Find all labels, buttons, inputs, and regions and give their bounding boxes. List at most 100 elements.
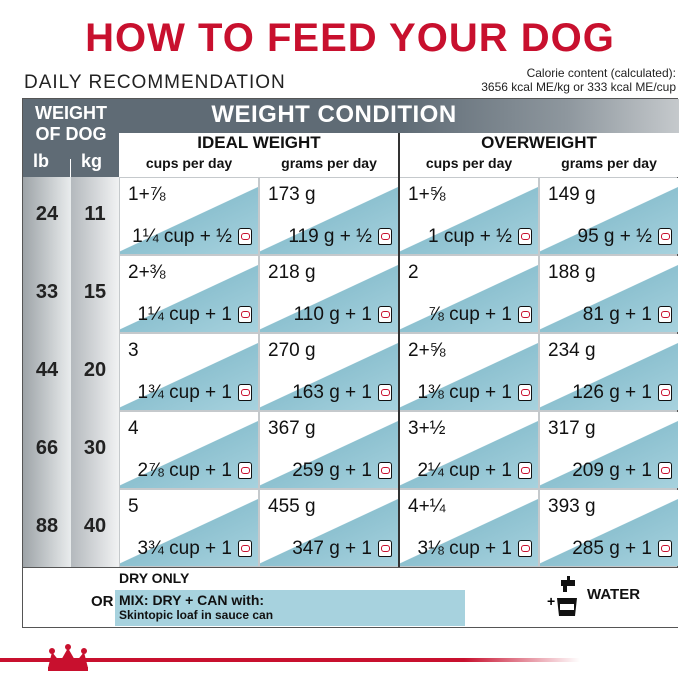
mix-amount: 1¾ cup + 1 [137,382,232,403]
weight-condition-header-bg [119,99,679,133]
feeding-cell: 218 g 110 g + 1 [260,256,398,332]
dry-only-amount: 4 [128,418,139,439]
water-label: WATER [587,586,641,603]
col-header-over-cups: cups per day [399,155,539,177]
mix-amount: 3⅛ cup + 1 [417,538,512,559]
mix-amount: 2⅞ cup + 1 [137,460,232,481]
feeding-cell: 4+¼ 3⅛ cup + 1 [400,490,538,566]
weight-lb-value: 44 [35,359,59,381]
dry-only-label: DRY ONLY [119,570,190,586]
col-header-over-grams: grams per day [539,155,679,177]
mix-amount: ⅞ cup + 1 [428,304,512,325]
dry-only-amount: 455 g [268,496,316,517]
weight-of-dog-header: WEIGHT OF DOG [23,99,119,177]
feeding-cell: 2+⅜ 1¼ cup + 1 [120,256,258,332]
mix-amount: 1¼ cup + ½ [132,226,232,247]
or-label: OR [91,593,114,610]
mix-amount: 126 g + 1 [572,382,652,403]
can-icon [378,384,392,401]
section-divider [398,133,400,567]
page-title: HOW TO FEED YOUR DOG [85,16,615,60]
can-icon [518,462,532,479]
mix-amount: 81 g + 1 [582,304,652,325]
weight-kg-value: 15 [83,281,107,303]
feeding-cell: 2+⅝ 1⅜ cup + 1 [400,334,538,410]
feeding-cell: 173 g 119 g + ½ [260,178,398,254]
calorie-content: Calorie content (calculated): 3656 kcal … [481,66,676,94]
weight-kg-value: 30 [83,437,107,459]
can-icon [518,540,532,557]
can-icon [238,306,252,323]
mix-amount: 3¾ cup + 1 [137,538,232,559]
feeding-cell: 1+⅞ 1¼ cup + ½ [120,178,258,254]
dry-only-amount: 393 g [548,496,596,517]
mix-amount: 1 cup + ½ [428,226,512,247]
overweight-header: OVERWEIGHT [399,133,679,155]
crown-logo [48,644,88,671]
dry-only-amount: 270 g [268,340,316,361]
mix-amount: 110 g + 1 [293,304,372,325]
feeding-cell: 455 g 347 g + 1 [260,490,398,566]
can-icon [658,306,672,323]
feeding-cell: 1+⅝ 1 cup + ½ [400,178,538,254]
mix-amount: 163 g + 1 [292,382,372,403]
can-icon [518,228,532,245]
can-icon [378,540,392,557]
daily-recommendation-label: DAILY RECOMMENDATION [24,72,286,93]
mix-subtext: Skintopic loaf in sauce can [119,608,274,622]
water-tap-icon: + [547,576,577,616]
legend: DRY ONLY OR MIX: DRY + CAN with: Skintop… [22,568,679,628]
dry-only-amount: 5 [128,496,139,517]
mix-amount: 119 g + ½ [288,226,372,247]
can-icon [518,306,532,323]
mix-box [115,590,465,626]
calorie-line-1: Calorie content (calculated): [526,66,676,80]
dry-only-amount: 317 g [548,418,596,439]
can-icon [378,306,392,323]
dry-only-amount: 218 g [268,262,316,283]
dry-only-amount: 3+½ [408,418,446,439]
can-icon [658,228,672,245]
weight-of-dog-label: WEIGHT OF DOG [35,103,107,144]
dry-only-amount: 149 g [548,184,596,205]
dry-only-amount: 4+¼ [408,496,446,517]
weight-kg-value: 11 [84,203,106,225]
weight-kg-value: 20 [83,359,107,381]
mix-amount: 2¼ cup + 1 [417,460,512,481]
can-icon [658,462,672,479]
weight-condition-header: WEIGHT CONDITION [211,101,457,128]
feeding-cell: 3 1¾ cup + 1 [120,334,258,410]
can-icon [378,228,392,245]
mix-amount: 209 g + 1 [572,460,652,481]
feeding-cell: 188 g 81 g + 1 [540,256,678,332]
dry-only-amount: 3 [128,340,139,361]
brand-red-line [0,658,580,662]
col-header-ideal-grams: grams per day [259,155,399,177]
feeding-cell: 2 ⅞ cup + 1 [400,256,538,332]
mix-label: MIX: DRY + CAN with: [119,592,265,608]
feeding-cell: 3+½ 2¼ cup + 1 [400,412,538,488]
lb-header: lb [33,151,49,171]
mix-amount: 1⅜ cup + 1 [417,382,512,403]
weight-lb-value: 24 [35,203,59,225]
feeding-cell: 4 2⅞ cup + 1 [120,412,258,488]
dry-only-amount: 173 g [268,184,316,205]
can-icon [238,540,252,557]
dry-only-amount: 1+⅞ [128,184,166,205]
dry-only-amount: 234 g [548,340,596,361]
can-icon [238,462,252,479]
can-icon [658,540,672,557]
feeding-table: WEIGHT OF DOG lb kg WEIGHT CONDITION IDE… [22,98,679,568]
mix-amount: 347 g + 1 [292,538,372,559]
col-header-ideal-cups: cups per day [119,155,259,177]
weight-lb-value: 88 [35,515,59,537]
feeding-cell: 5 3¾ cup + 1 [120,490,258,566]
feeding-cell: 270 g 163 g + 1 [260,334,398,410]
can-icon [658,384,672,401]
mix-amount: 95 g + ½ [577,226,652,247]
svg-text:+: + [547,593,555,609]
dry-only-amount: 1+⅝ [408,184,446,205]
feeding-cell: 317 g 209 g + 1 [540,412,678,488]
weight-kg-value: 40 [83,515,107,537]
lb-column-bg [23,177,71,567]
